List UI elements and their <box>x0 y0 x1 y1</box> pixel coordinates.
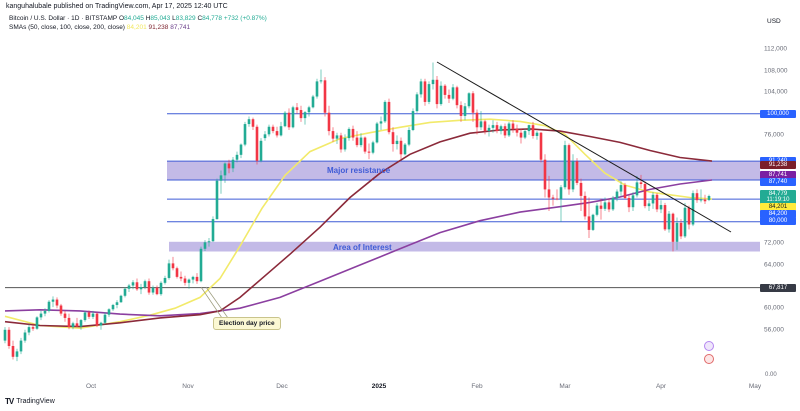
price-tick: 104,000 <box>764 88 788 96</box>
high-value: 85,043 <box>150 15 171 22</box>
open-label: O <box>118 15 124 22</box>
price-tick: 108,000 <box>764 67 788 75</box>
sma200-line <box>4 179 713 317</box>
price-tag: 80,000 <box>760 217 796 226</box>
price-tag: 84,201 <box>760 202 796 211</box>
low-label: L <box>172 15 176 22</box>
area-of-interest-zone <box>169 241 760 252</box>
time-tick: May <box>748 383 762 390</box>
major-resistance-zone <box>167 161 760 181</box>
symbol-legend: Bitcoin / U.S. Dollar · 1D · BITSTAMP O8… <box>9 15 267 22</box>
price-tick: 76,000 <box>764 131 784 139</box>
trendline-layer <box>436 61 732 233</box>
time-tick: Oct <box>85 383 97 390</box>
sma50-value: 84,201 <box>126 24 147 31</box>
price-tag: 67,817 <box>760 283 796 292</box>
price-tag: 100,000 <box>760 109 796 118</box>
sma200-value: 87,741 <box>170 24 191 31</box>
time-tick: Feb <box>471 383 483 390</box>
currency-label: USD <box>767 18 781 25</box>
price-tick: 60,000 <box>764 304 784 312</box>
time-tick: 2025 <box>371 383 387 390</box>
event-icon-us-flag[interactable] <box>704 354 714 364</box>
price-tag: 84,200 <box>760 210 796 219</box>
price-tag: 87,740 <box>760 178 796 187</box>
sma50-line <box>4 118 713 330</box>
zero-label: 0.00 <box>765 372 777 378</box>
sma100-value: 91,238 <box>148 24 169 31</box>
tradingview-logo-text: TradingView <box>16 398 55 405</box>
candles-layer <box>3 62 711 362</box>
time-tick: Mar <box>559 383 571 390</box>
area-of-interest-label: Area of Interest <box>333 243 392 252</box>
low-value: 83,829 <box>175 15 196 22</box>
time-tick: Dec <box>276 383 288 390</box>
close-value: 84,778 <box>202 15 223 22</box>
zones-layer <box>167 161 760 252</box>
price-tag: 11:19:10 <box>760 195 796 204</box>
change-value: +732 (+0.87%) <box>223 15 267 22</box>
tradingview-logo-icon: TV <box>5 397 14 406</box>
close-label: C <box>197 15 203 22</box>
price-tag: 91,238 <box>760 161 796 170</box>
open-value: 84,045 <box>124 15 144 22</box>
publisher-line: kanguhalubale published on TradingView.c… <box>6 3 228 10</box>
time-tick: Nov <box>182 383 194 390</box>
tradingview-logo[interactable]: TV TradingView <box>5 397 55 406</box>
election-day-callout[interactable]: Election day price <box>213 317 281 330</box>
symbol-name: Bitcoin / U.S. Dollar · 1D · BITSTAMP <box>9 15 118 22</box>
sma-label: SMAs (50, close, 100, close, 200, close) <box>9 24 125 31</box>
price-tick: 112,000 <box>764 45 788 53</box>
price-tag: 84,779 <box>760 189 796 198</box>
sma100-line <box>4 128 713 328</box>
high-label: H <box>145 15 151 22</box>
sma-lines-layer <box>4 118 713 330</box>
horizontal-lines-layer <box>5 113 760 289</box>
major-resistance-label: Major resistance <box>327 166 391 175</box>
price-tick: 56,000 <box>764 326 784 334</box>
event-icon-crypto[interactable] <box>704 341 714 351</box>
price-tick: 64,000 <box>764 261 784 269</box>
time-tick: Apr <box>655 383 667 390</box>
price-tick: 72,000 <box>764 239 784 247</box>
descending-trendline <box>436 61 732 233</box>
sma-legend: SMAs (50, close, 100, close, 200, close)… <box>9 24 190 31</box>
price-tag: 87,741 <box>760 171 796 180</box>
